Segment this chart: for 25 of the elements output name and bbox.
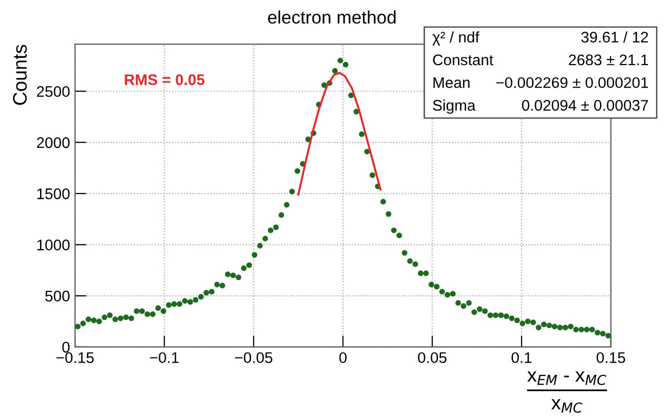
annotation: Constant xyxy=(433,54,494,66)
y-tick-label: 0 xyxy=(62,342,70,353)
x-tick-label: −0.15 xyxy=(56,352,94,364)
text: 39.61 / 12 xyxy=(581,31,648,43)
text: x$_{EM}$ - x$_{MC}$ x$_{MC}$ xyxy=(527,371,606,413)
y-tick-label: 1000 xyxy=(37,240,70,250)
y-tick-label: 500 xyxy=(45,290,70,302)
x-tick-label: 0.1 xyxy=(512,352,532,364)
x-tick-label: −0.1 xyxy=(150,352,179,364)
y-tick-label: 1500 xyxy=(37,188,70,200)
annotation: RMS = 0.05 xyxy=(124,74,204,86)
x-tick-label: 0.05 xyxy=(418,352,446,364)
annotation: Sigma xyxy=(432,100,476,114)
y-tick-label: 2500 xyxy=(36,86,70,97)
annotation: Mean xyxy=(434,77,470,88)
annotation: 0.02094 ± 0.00037 xyxy=(522,100,648,111)
x-tick-label: −0.05 xyxy=(235,352,272,364)
annotation: −0.002269 ± 0.000201 xyxy=(496,77,648,88)
x-tick-label: 0 xyxy=(339,352,347,364)
y-tick-label: 2000 xyxy=(36,137,70,148)
x-tick-label: 0.15 xyxy=(596,352,626,364)
y-axis-title: Counts xyxy=(13,44,27,105)
annotation: χ² / ndf xyxy=(432,31,480,46)
annotation: 2683 ± 21.1 xyxy=(568,54,648,66)
chart-title: electron method xyxy=(268,10,396,24)
